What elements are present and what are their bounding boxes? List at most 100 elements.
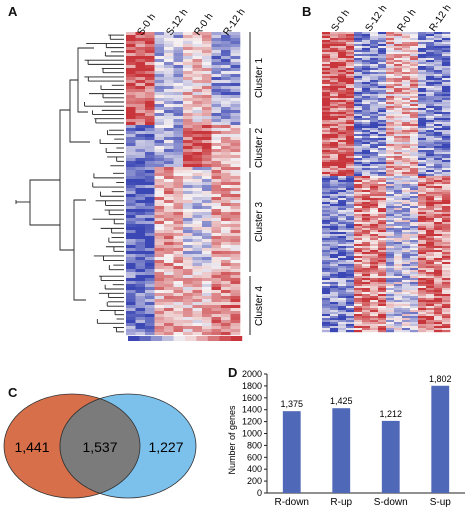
heatmap-cell: [164, 83, 174, 87]
heatmap-cell: [434, 330, 443, 333]
heatmap-cell: [126, 242, 136, 246]
heatmap-cell: [230, 269, 241, 273]
heatmap-cell: [126, 155, 136, 159]
heatmap-cell: [173, 290, 184, 294]
heatmap-cell: [202, 113, 212, 117]
heatmap-cell: [402, 222, 411, 225]
heatmap-cell: [338, 230, 347, 233]
heatmap-cell: [394, 70, 403, 73]
heatmap-cell: [378, 238, 387, 241]
heatmap-cell: [346, 46, 355, 49]
heatmap-cell: [338, 226, 347, 229]
heatmap-cell: [418, 110, 427, 113]
heatmap-cell: [370, 306, 379, 309]
heatmap-cell: [346, 188, 355, 191]
heatmap-cell: [202, 254, 212, 258]
heatmap-cell: [442, 88, 451, 91]
heatmap-cell: [164, 317, 174, 321]
heatmap-cell: [370, 208, 379, 211]
heatmap-cell: [410, 170, 419, 173]
heatmap-cell: [211, 230, 222, 234]
heatmap-cell: [230, 212, 241, 216]
heatmap-cell: [402, 324, 411, 327]
heatmap-cell: [338, 150, 347, 153]
heatmap-cell: [354, 190, 363, 193]
heatmap-cell: [145, 35, 155, 39]
heatmap-cell: [346, 230, 355, 233]
heatmap-cell: [135, 248, 146, 252]
heatmap-cell: [434, 242, 443, 245]
heatmap-cell: [410, 310, 419, 313]
heatmap-cell: [338, 268, 347, 271]
heatmap-cell: [394, 178, 403, 181]
heatmap-cell: [126, 41, 136, 45]
heatmap-cell: [192, 212, 203, 216]
heatmap-cell: [338, 44, 347, 47]
y-tick-label: 1200: [242, 417, 262, 427]
heatmap-cell: [338, 220, 347, 223]
heatmap-cell: [230, 254, 241, 258]
heatmap-cell: [370, 146, 379, 149]
heatmap-cell: [434, 70, 443, 73]
heatmap-cell: [145, 311, 155, 315]
heatmap-cell: [154, 80, 165, 84]
heatmap-cell: [173, 170, 184, 174]
heatmap-cell: [378, 170, 387, 173]
heatmap-cell: [183, 314, 193, 318]
heatmap-cell: [230, 53, 241, 57]
heatmap-cell: [434, 300, 443, 303]
heatmap-cell: [202, 326, 212, 330]
heatmap-cell: [322, 192, 331, 195]
heatmap-cell: [230, 230, 241, 234]
heatmap-cell: [362, 74, 371, 77]
heatmap-cell: [202, 119, 212, 123]
heatmap-cell: [338, 106, 347, 109]
heatmap-cell: [410, 264, 419, 267]
heatmap-cell: [221, 170, 231, 174]
heatmap-cell: [330, 104, 339, 107]
heatmap-cell: [354, 322, 363, 325]
heatmap-cell: [434, 302, 443, 305]
heatmap-cell: [154, 197, 165, 201]
heatmap-cell: [426, 288, 435, 291]
heatmap-cell: [354, 160, 363, 163]
heatmap-cell: [211, 317, 222, 321]
heatmap-cell: [394, 224, 403, 227]
heatmap-cell: [346, 242, 355, 245]
heatmap-cell: [354, 66, 363, 69]
heatmap-cell: [442, 60, 451, 63]
heatmap-cell: [211, 182, 222, 186]
heatmap-cell: [346, 160, 355, 163]
heatmap-cell: [394, 290, 403, 293]
heatmap-cell: [192, 107, 203, 111]
heatmap-cell: [330, 298, 339, 301]
heatmap-cell: [211, 206, 222, 210]
heatmap-cell: [434, 288, 443, 291]
heatmap-cell: [330, 168, 339, 171]
heatmap-cell: [434, 104, 443, 107]
heatmap-cell: [202, 272, 212, 276]
heatmap-cell: [434, 110, 443, 113]
heatmap-cell: [164, 188, 174, 192]
heatmap-cell: [354, 106, 363, 109]
cluster-label-1: Cluster 1: [254, 58, 265, 98]
heatmap-cell: [221, 137, 231, 141]
heatmap-cell: [426, 88, 435, 91]
y-tick-label: 400: [247, 464, 262, 474]
heatmap-cell: [154, 278, 165, 282]
heatmap-cell: [362, 132, 371, 135]
color-scale-swatch: [150, 336, 163, 341]
heatmap-cell: [330, 164, 339, 167]
heatmap-cell: [378, 230, 387, 233]
heatmap-cell: [173, 146, 184, 150]
heatmap-cell: [346, 318, 355, 321]
bar: [282, 411, 301, 493]
heatmap-cell: [192, 83, 203, 87]
heatmap-cell: [202, 56, 212, 60]
heatmap-cell: [426, 186, 435, 189]
heatmap-cell: [434, 122, 443, 125]
heatmap-cell: [126, 116, 136, 120]
heatmap-cell: [354, 136, 363, 139]
heatmap-cell: [338, 124, 347, 127]
heatmap-cell: [135, 209, 146, 213]
